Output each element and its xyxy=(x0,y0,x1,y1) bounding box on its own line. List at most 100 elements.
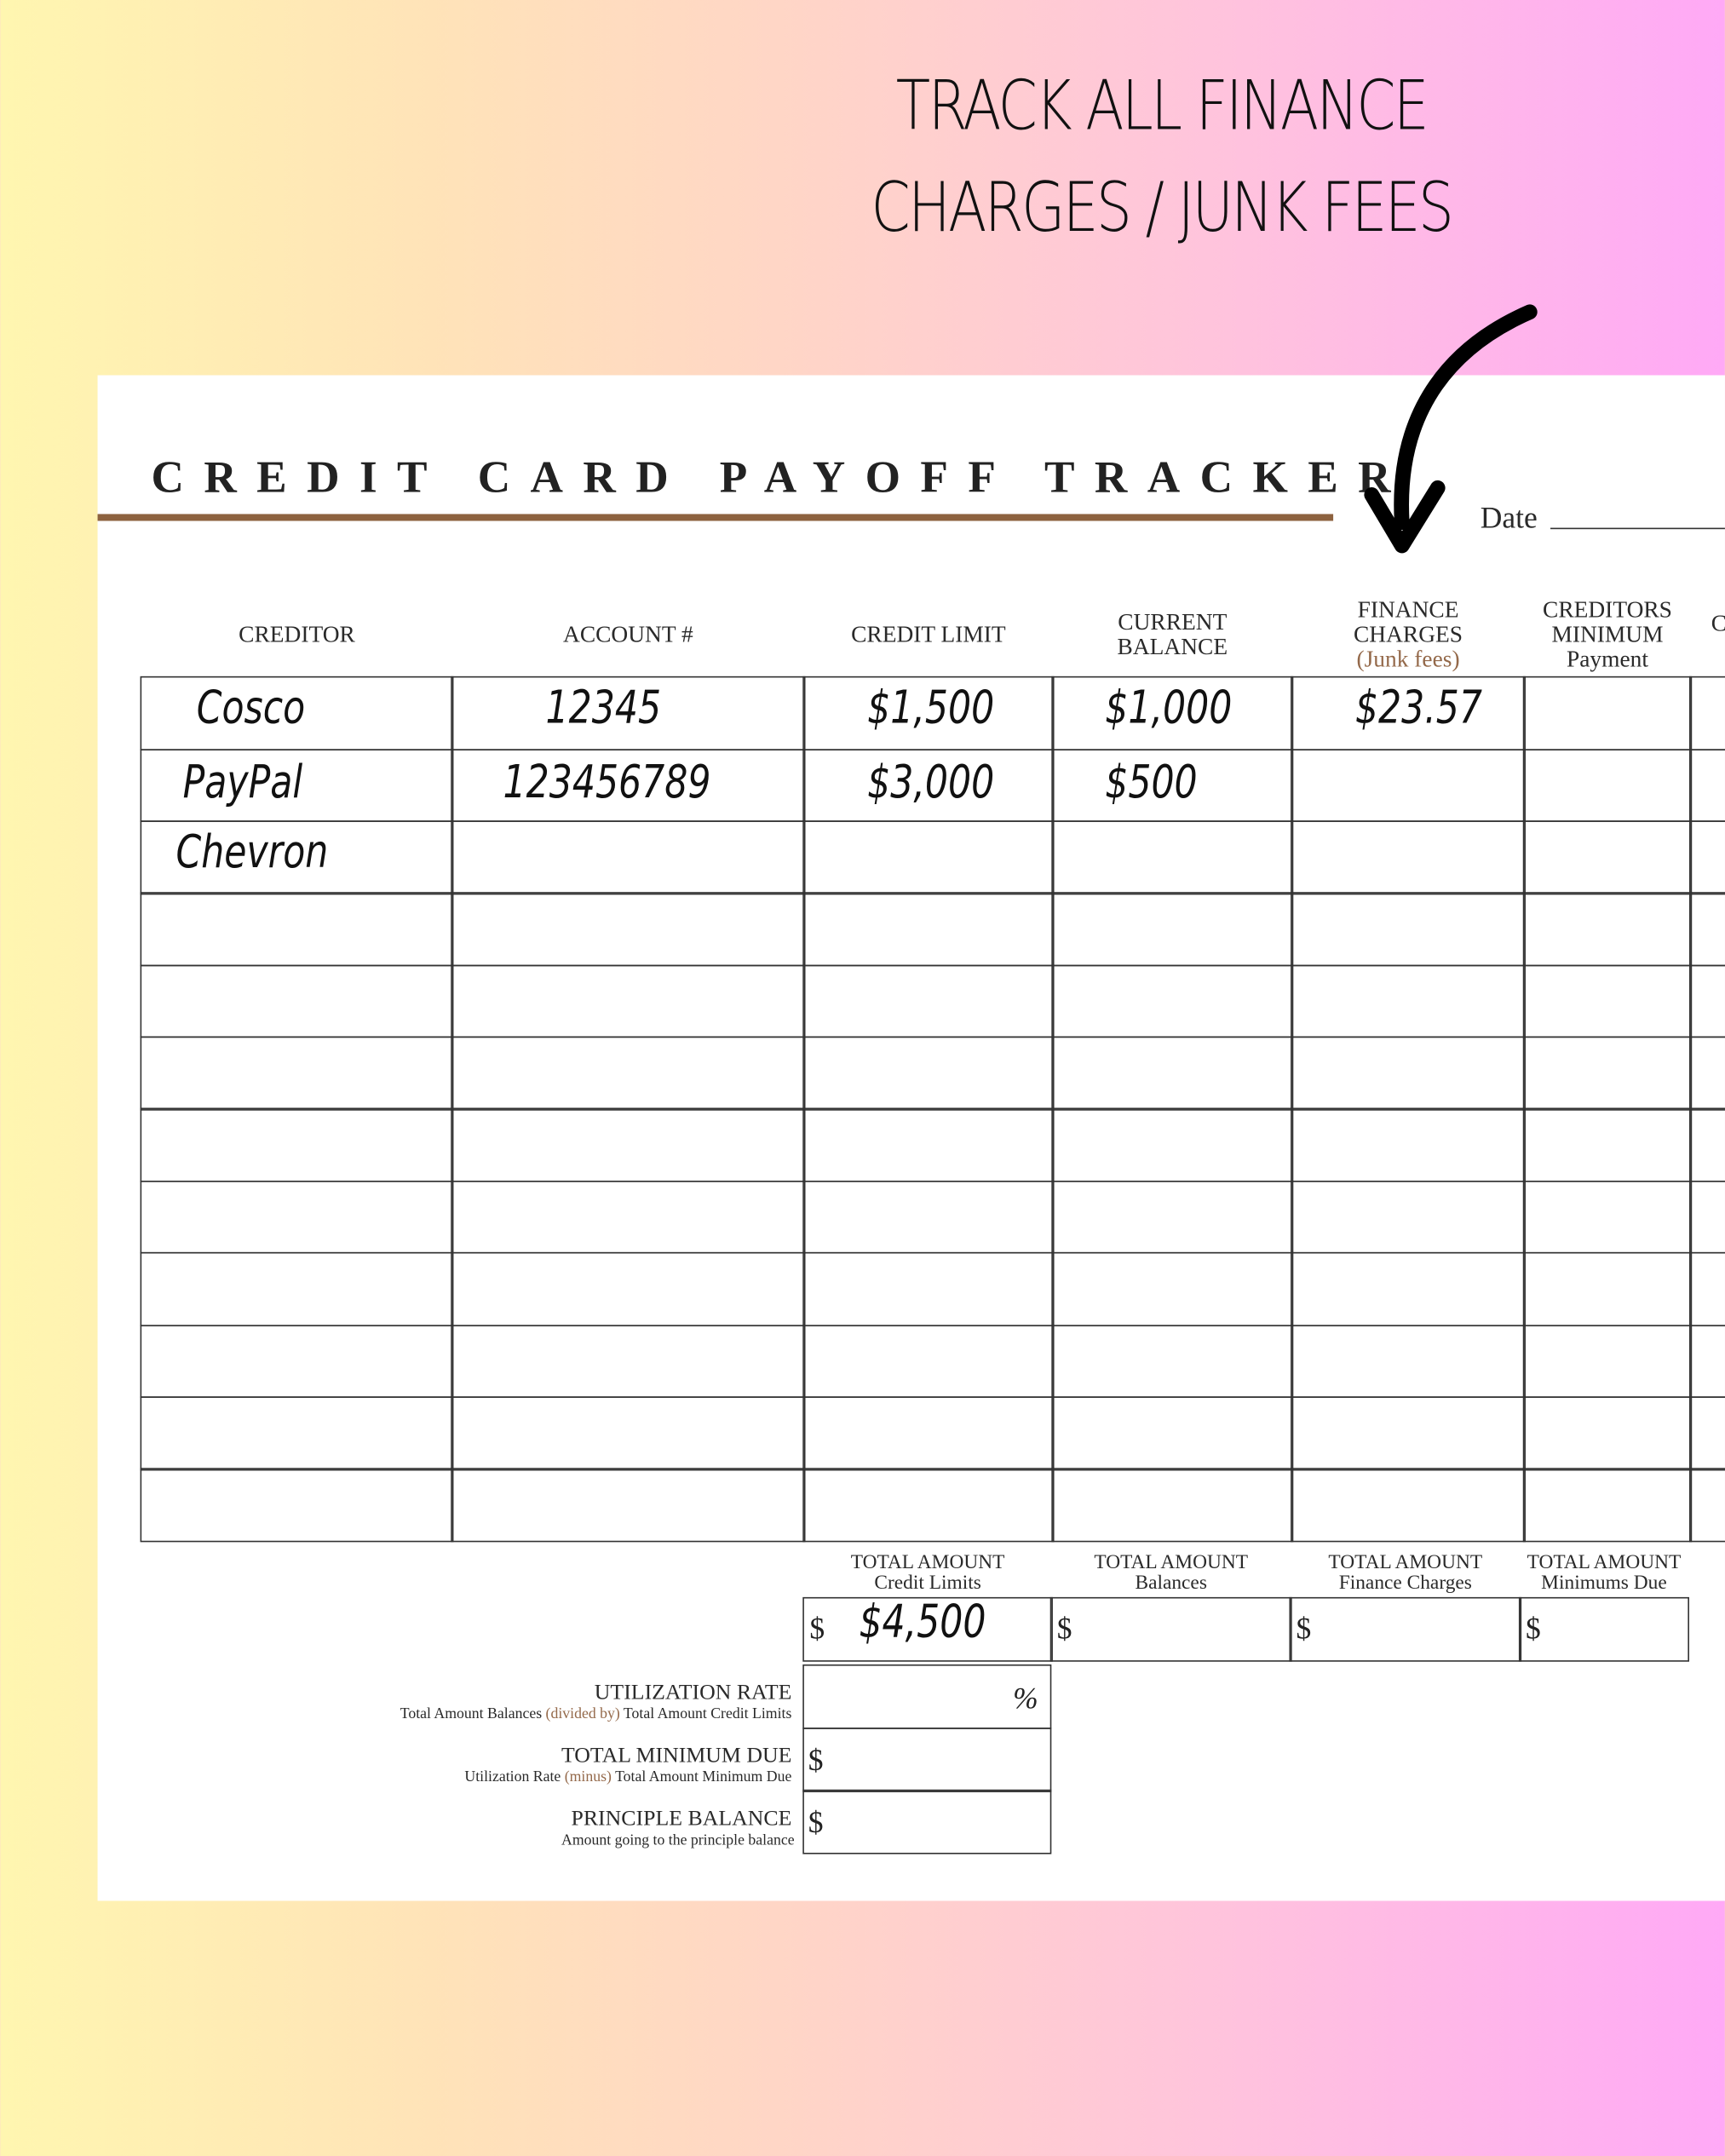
handwritten-entry: $500 xyxy=(1105,755,1198,809)
percent-symbol: % xyxy=(1013,1681,1038,1716)
table-cell[interactable] xyxy=(802,820,1054,894)
table-cell[interactable] xyxy=(1051,1036,1293,1111)
summary-field[interactable] xyxy=(802,1790,1052,1855)
summary-operator: (minus) xyxy=(564,1768,612,1785)
column-header: FINANCE CHARGES (Junk fees) xyxy=(1292,596,1525,673)
table-cell[interactable] xyxy=(141,964,453,1038)
handwritten-entry: 12345 xyxy=(545,680,662,734)
table-cell[interactable] xyxy=(1291,1396,1526,1470)
table-cell[interactable] xyxy=(802,1324,1054,1399)
handwritten-entry: 123456789 xyxy=(503,755,711,809)
table-cell[interactable] xyxy=(141,1252,453,1326)
table-cell[interactable] xyxy=(1523,1324,1692,1399)
table-cell[interactable] xyxy=(451,892,805,967)
table-cell[interactable] xyxy=(1291,820,1526,894)
table-cell[interactable] xyxy=(802,892,1054,967)
table-cell[interactable] xyxy=(141,892,453,967)
table-cell[interactable] xyxy=(1523,1036,1692,1111)
column-header-line: CURRENT xyxy=(1118,608,1228,635)
handwritten-entry: $3,000 xyxy=(867,755,995,809)
table-cell[interactable] xyxy=(451,1468,805,1543)
table-cell[interactable] xyxy=(1523,820,1692,894)
table-cell[interactable] xyxy=(1523,676,1692,750)
table-cell[interactable] xyxy=(1689,1324,1725,1399)
table-cell[interactable] xyxy=(1689,1396,1725,1470)
currency-symbol: $ xyxy=(1056,1611,1072,1646)
total-field[interactable] xyxy=(1519,1597,1689,1663)
date-field[interactable] xyxy=(1550,527,1725,530)
table-cell[interactable] xyxy=(451,1108,805,1182)
table-cell[interactable] xyxy=(1523,964,1692,1038)
table-cell[interactable] xyxy=(141,1324,453,1399)
total-field[interactable] xyxy=(1290,1597,1521,1663)
table-cell[interactable] xyxy=(1689,964,1725,1038)
table-cell[interactable] xyxy=(1051,892,1293,967)
table-cell[interactable] xyxy=(1051,1324,1293,1399)
table-cell[interactable] xyxy=(802,1180,1054,1255)
table-cell[interactable] xyxy=(1291,964,1526,1038)
table-cell[interactable] xyxy=(802,1036,1054,1111)
table-cell[interactable] xyxy=(802,1252,1054,1326)
total-subtitle: Balances xyxy=(1135,1572,1207,1595)
total-subtitle: Credit Limits xyxy=(874,1572,981,1595)
table-cell[interactable] xyxy=(141,1036,453,1111)
table-cell[interactable] xyxy=(451,1036,805,1111)
summary-field[interactable] xyxy=(802,1727,1052,1792)
table-cell[interactable] xyxy=(1689,748,1725,823)
tracker-sheet xyxy=(97,375,1725,1901)
summary-title: UTILIZATION RATE xyxy=(594,1681,792,1705)
table-cell[interactable] xyxy=(1291,748,1526,823)
table-cell[interactable] xyxy=(1689,1252,1725,1326)
column-header-line: ACCOUNT # xyxy=(563,621,693,647)
table-cell[interactable] xyxy=(1051,1252,1293,1326)
table-cell[interactable] xyxy=(1689,1180,1725,1255)
table-cell[interactable] xyxy=(451,1324,805,1399)
table-cell[interactable] xyxy=(451,1396,805,1470)
table-cell[interactable] xyxy=(451,964,805,1038)
currency-symbol: $ xyxy=(1296,1611,1312,1646)
table-cell[interactable] xyxy=(1291,1252,1526,1326)
table-cell[interactable] xyxy=(141,1468,453,1543)
table-cell[interactable] xyxy=(1689,1468,1725,1543)
table-cell[interactable] xyxy=(1291,1108,1526,1182)
table-cell[interactable] xyxy=(802,964,1054,1038)
table-cell[interactable] xyxy=(802,1468,1054,1543)
table-cell[interactable] xyxy=(1291,1036,1526,1111)
table-cell[interactable] xyxy=(1523,1252,1692,1326)
table-cell[interactable] xyxy=(802,1396,1054,1470)
column-header-line: FINANCE xyxy=(1357,596,1459,623)
table-cell[interactable] xyxy=(1689,1108,1725,1182)
table-cell[interactable] xyxy=(1051,1108,1293,1182)
table-cell[interactable] xyxy=(1051,1180,1293,1255)
table-cell[interactable] xyxy=(141,1108,453,1182)
table-cell[interactable] xyxy=(1291,1180,1526,1255)
table-cell[interactable] xyxy=(141,1180,453,1255)
total-field[interactable] xyxy=(1050,1597,1292,1663)
table-cell[interactable] xyxy=(1291,892,1526,967)
table-cell[interactable] xyxy=(1051,1468,1293,1543)
table-cell[interactable] xyxy=(1523,1108,1692,1182)
column-header-line: C xyxy=(1711,611,1725,636)
table-cell[interactable] xyxy=(1523,748,1692,823)
table-cell[interactable] xyxy=(451,1180,805,1255)
table-cell[interactable] xyxy=(1051,964,1293,1038)
table-cell[interactable] xyxy=(1523,1396,1692,1470)
table-cell[interactable] xyxy=(1291,1468,1526,1543)
table-cell[interactable] xyxy=(451,820,805,894)
table-cell[interactable] xyxy=(1523,1468,1692,1543)
table-cell[interactable] xyxy=(141,1396,453,1470)
table-cell[interactable] xyxy=(1689,820,1725,894)
column-header-note: (Junk fees) xyxy=(1356,646,1460,673)
table-cell[interactable] xyxy=(1051,1396,1293,1470)
table-cell[interactable] xyxy=(1689,892,1725,967)
table-cell[interactable] xyxy=(1689,676,1725,750)
table-cell[interactable] xyxy=(1291,1324,1526,1399)
curved-arrow-down-icon xyxy=(1364,304,1538,554)
table-cell[interactable] xyxy=(1523,1180,1692,1255)
table-cell[interactable] xyxy=(802,1108,1054,1182)
table-cell[interactable] xyxy=(1051,820,1293,894)
table-cell[interactable] xyxy=(1689,1036,1725,1111)
table-cell[interactable] xyxy=(1523,892,1692,967)
table-cell[interactable] xyxy=(451,1252,805,1326)
